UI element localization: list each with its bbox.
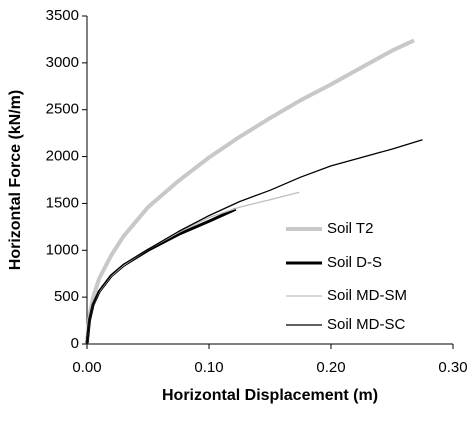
x-tick-label: 0.20 [316,359,345,376]
series-line [85,38,415,345]
y-tick-label: 2500 [46,101,79,118]
y-tick-label: 2000 [46,148,79,165]
y-tick-label: 500 [54,288,79,305]
series-line [86,139,423,345]
y-tick-label: 1000 [46,241,79,258]
y-tick-label: 3500 [46,7,79,24]
legend-label: Soil D-S [327,254,382,271]
legend-label: Soil T2 [327,220,373,237]
legend-label: Soil MD-SM [327,287,407,304]
x-tick-label: 0.10 [194,359,223,376]
y-axis-title: Horizontal Force (kN/m) [7,90,24,270]
legend-label: Soil MD-SC [327,316,406,333]
x-tick-label: 0.00 [72,359,101,376]
x-tick-label: 0.30 [438,359,467,376]
y-tick-label: 0 [71,335,79,352]
x-axis-title: Horizontal Displacement (m) [162,387,378,404]
y-tick-label: 3000 [46,54,79,71]
y-tick-label: 1500 [46,194,79,211]
